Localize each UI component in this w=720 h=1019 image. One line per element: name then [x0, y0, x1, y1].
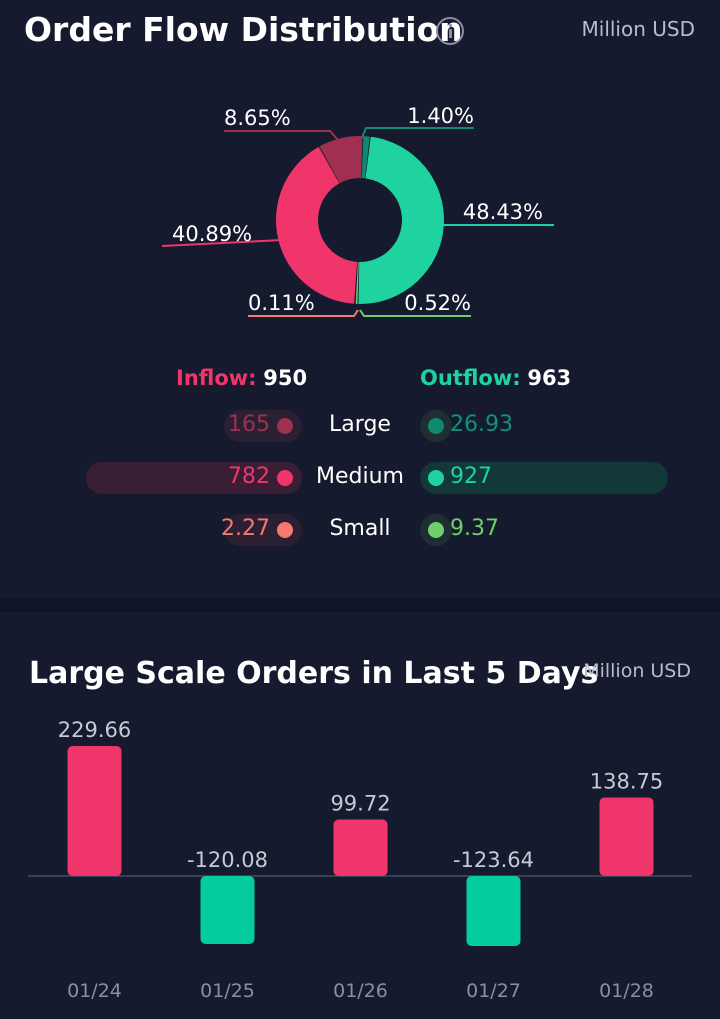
inflow-value: 950: [263, 366, 308, 390]
order-flow-unit: Million USD: [581, 17, 696, 41]
order-flow-donut-chart: 1.40% 48.43% 0.52% 0.11% 40.89% 8.65%: [161, 104, 554, 317]
flow-row-small: 2.27 Small 9.37: [0, 513, 720, 547]
large-orders-bar-chart: 229.66 01/24 -120.08 01/25 99.72 01/26 -123.64…: [28, 718, 692, 1002]
outflow-label: Outflow:: [420, 366, 521, 390]
inflow-label: Inflow:: [176, 366, 257, 390]
info-icon[interactable]: [436, 17, 464, 45]
outflow-dot: [428, 418, 444, 434]
donut-leader-line: [161, 239, 283, 247]
x-tick-label: 01/28: [599, 980, 654, 1002]
inflow-value-medium: 782: [228, 464, 270, 489]
large-orders-unit: Million USD: [583, 660, 691, 682]
donut-leader-line: [361, 127, 474, 139]
x-tick-label: 01/26: [333, 980, 388, 1002]
outflow-dot: [428, 522, 444, 538]
bar-value-label: -120.08: [187, 848, 268, 872]
inflow-dot: [277, 522, 293, 538]
flow-row-large: 165 Large 26.93: [0, 409, 720, 443]
inflow-dot: [277, 418, 293, 434]
outflow-bar: [420, 462, 668, 494]
flow-category-label: Medium: [316, 464, 404, 489]
bar-value-label: 99.72: [330, 792, 390, 816]
donut-leader-line: [248, 309, 359, 317]
donut-slice-label: 0.52%: [404, 291, 471, 315]
bar: [67, 746, 122, 876]
donut-slice: [276, 146, 358, 304]
inflow-value-large: 165: [228, 412, 270, 437]
section-divider: [0, 598, 720, 612]
donut-slice-label: 40.89%: [172, 222, 252, 246]
order-flow-title: Order Flow Distribution: [24, 10, 463, 49]
inflow-value-small: 2.27: [221, 516, 270, 541]
inflow-summary: Inflow: 950: [176, 366, 307, 390]
donut-slice-label: 48.43%: [463, 200, 543, 224]
inflow-dot: [277, 470, 293, 486]
bar: [599, 797, 654, 876]
outflow-summary: Outflow: 963: [420, 366, 571, 390]
outflow-value: 963: [527, 366, 572, 390]
donut-slice: [319, 136, 363, 184]
bar-value-label: 138.75: [590, 769, 663, 793]
bar: [466, 876, 521, 946]
donut-slice-label: 8.65%: [224, 106, 291, 130]
donut-slice-label: 0.11%: [248, 291, 315, 315]
bar-value-label: 229.66: [58, 718, 131, 742]
x-tick-label: 01/27: [466, 980, 521, 1002]
outflow-dot: [428, 470, 444, 486]
bar: [200, 876, 255, 944]
outflow-value-medium: 927: [450, 464, 492, 489]
large-orders-title: Large Scale Orders in Last 5 Days: [29, 656, 599, 691]
donut-slice: [358, 136, 445, 304]
bar-value-label: -123.64: [453, 848, 534, 872]
inflow-bar: [86, 462, 302, 494]
x-tick-label: 01/25: [200, 980, 255, 1002]
outflow-value-large: 26.93: [450, 412, 513, 437]
donut-leader-line: [224, 130, 339, 141]
donut-slice: [355, 261, 359, 304]
donut-leader-line: [359, 309, 471, 317]
outflow-value-small: 9.37: [450, 516, 499, 541]
flow-category-label: Small: [329, 516, 391, 541]
flow-row-medium: 782 Medium 927: [0, 461, 720, 495]
bar: [333, 819, 388, 876]
donut-slice: [361, 136, 370, 179]
donut-slice-label: 1.40%: [407, 104, 474, 128]
x-tick-label: 01/24: [67, 980, 122, 1002]
flow-category-label: Large: [329, 412, 391, 437]
